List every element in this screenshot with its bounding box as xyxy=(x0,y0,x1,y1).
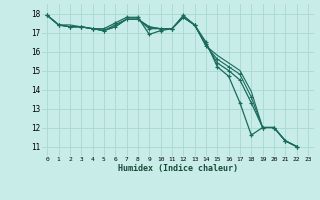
X-axis label: Humidex (Indice chaleur): Humidex (Indice chaleur) xyxy=(118,164,237,173)
